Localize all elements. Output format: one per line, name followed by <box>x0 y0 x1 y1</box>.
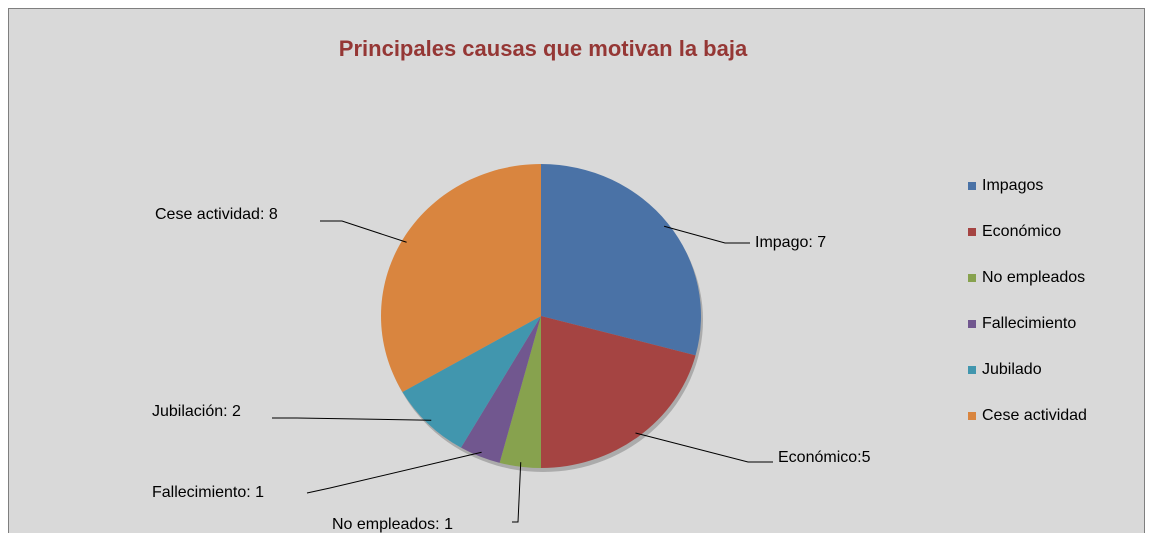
legend-label: Fallecimiento <box>982 315 1076 332</box>
data-label: No empleados: 1 <box>332 516 453 533</box>
data-label: Económico:5 <box>778 449 871 466</box>
leader-line <box>635 432 773 463</box>
legend-swatch <box>968 228 976 236</box>
leader-line <box>272 417 432 421</box>
legend-label: No empleados <box>982 269 1085 286</box>
pie-slice <box>381 164 541 392</box>
legend-label: Jubilado <box>982 361 1042 378</box>
leader-line <box>320 220 407 243</box>
data-label: Fallecimiento: 1 <box>152 484 264 501</box>
data-label: Jubilación: 2 <box>152 403 241 420</box>
leader-line <box>306 451 482 494</box>
legend-label: Impagos <box>982 177 1043 194</box>
pie-slice <box>541 164 701 356</box>
legend-label: Cese actividad <box>982 407 1087 424</box>
pie-slice <box>541 316 696 468</box>
pie-slice <box>461 316 541 463</box>
leader-line <box>663 225 750 244</box>
legend-swatch <box>968 274 976 282</box>
legend-swatch <box>968 366 976 374</box>
pie-slice <box>402 316 541 448</box>
chart-title: Principales causas que motivan la baja <box>339 36 748 61</box>
legend-label: Económico <box>982 223 1061 240</box>
data-label: Cese actividad: 8 <box>155 206 278 223</box>
legend-swatch <box>968 320 976 328</box>
legend-swatch <box>968 412 976 420</box>
pie-slice <box>499 316 541 468</box>
data-label: Impago: 7 <box>755 234 826 251</box>
leader-line <box>512 462 522 523</box>
legend-swatch <box>968 182 976 190</box>
